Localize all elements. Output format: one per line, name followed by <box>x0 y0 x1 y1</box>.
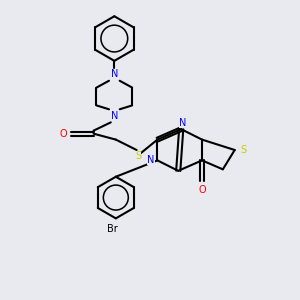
Text: N: N <box>111 69 118 79</box>
Text: N: N <box>111 111 118 121</box>
Text: S: S <box>240 145 246 155</box>
Text: N: N <box>147 155 155 165</box>
Text: Br: Br <box>107 224 118 234</box>
Text: O: O <box>198 184 206 194</box>
Text: N: N <box>179 118 186 128</box>
Text: S: S <box>135 151 141 161</box>
Text: O: O <box>60 129 68 139</box>
